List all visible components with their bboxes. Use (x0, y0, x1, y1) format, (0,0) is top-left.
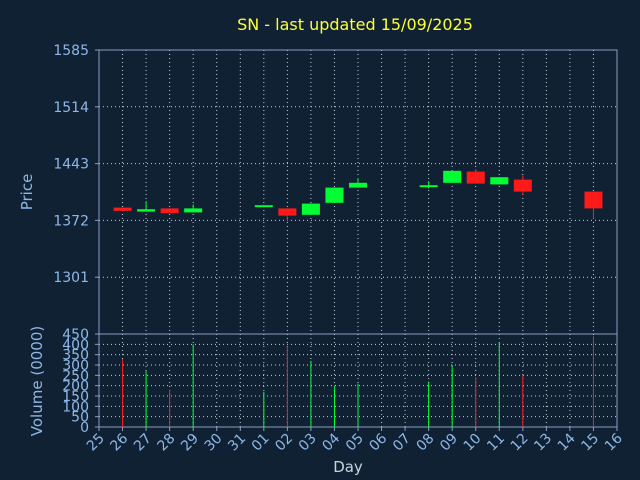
candle-body (443, 170, 462, 183)
x-axis-label: Day (333, 458, 363, 476)
candle-body (513, 179, 532, 192)
volume-tick-label: 400 (62, 337, 89, 353)
candle-body (184, 208, 203, 213)
price-tick-label: 1443 (53, 157, 89, 173)
volume-tick-label: 50 (71, 410, 89, 426)
candle-body (113, 207, 132, 211)
volume-tick-label: 300 (62, 358, 89, 374)
candle-body (466, 171, 485, 184)
candle-body (325, 187, 344, 203)
price-tick-label: 1301 (53, 270, 89, 286)
candle-body (137, 209, 156, 212)
volume-tick-label: 450 (62, 327, 89, 343)
price-tick-label: 1585 (53, 43, 89, 59)
volume-tick-label: 0 (80, 420, 89, 436)
candle-body (301, 203, 320, 215)
candle-body (584, 191, 603, 209)
candle-layer (113, 169, 603, 222)
volume-axis-label: Volume (0000) (28, 326, 46, 436)
volume-tick-label: 150 (62, 389, 89, 405)
volume-tick-label: 200 (62, 379, 89, 395)
candle-body (490, 177, 509, 185)
candle-body (254, 205, 273, 208)
volume-tick-label: 350 (62, 348, 89, 364)
candle-body (349, 182, 367, 188)
grid-layer (99, 49, 617, 428)
price-tick-label: 1372 (53, 213, 89, 229)
candle-body (278, 208, 297, 216)
price-tick-label: 1514 (53, 100, 89, 116)
volume-layer (122, 336, 594, 427)
chart-title: SN - last updated 15/09/2025 (237, 15, 473, 34)
volume-tick-label: 100 (62, 399, 89, 415)
volume-tick-label: 250 (62, 368, 89, 384)
candle-body (419, 185, 438, 188)
price-axis-label: Price (18, 174, 36, 211)
candle-body (160, 208, 179, 214)
